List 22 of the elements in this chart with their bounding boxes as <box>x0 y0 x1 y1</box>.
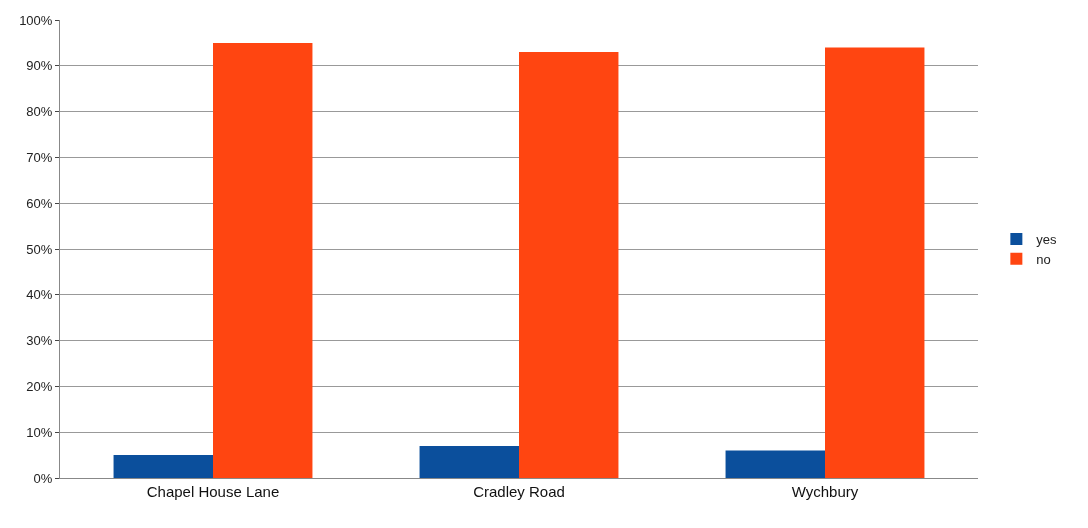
y-tick-label: 0% <box>33 470 53 486</box>
y-tick-label: 100% <box>19 12 53 28</box>
bar <box>825 47 925 478</box>
y-tick-label: 60% <box>26 195 53 211</box>
y-tick-label: 90% <box>26 58 53 74</box>
x-tick-label: Chapel House Lane <box>146 483 280 500</box>
y-tick-label: 20% <box>26 378 53 394</box>
y-tick-label: 40% <box>26 287 53 303</box>
y-tick-label: 10% <box>26 424 53 440</box>
bar <box>213 42 313 478</box>
y-tick-label: 70% <box>26 149 53 165</box>
x-tick-label: Cradley Road <box>473 483 565 500</box>
x-tick-label: Wychbury <box>791 483 859 500</box>
y-tick-label: 80% <box>26 104 53 120</box>
y-tick-label: 50% <box>26 241 53 257</box>
bar <box>419 445 519 478</box>
bar <box>519 52 619 478</box>
legend-label: no <box>1036 251 1051 267</box>
bar <box>113 455 213 478</box>
legend-label: yes <box>1036 232 1058 248</box>
y-tick-label: 30% <box>26 333 53 349</box>
bar <box>725 450 825 478</box>
